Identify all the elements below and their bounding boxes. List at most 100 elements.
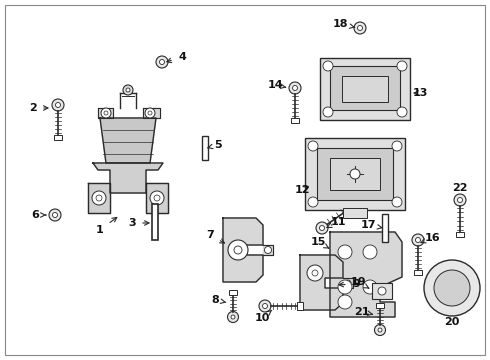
Circle shape (338, 280, 352, 294)
Circle shape (96, 195, 102, 201)
Circle shape (458, 198, 463, 202)
Circle shape (289, 82, 301, 94)
Bar (305, 138, 405, 210)
Circle shape (338, 295, 352, 309)
Circle shape (148, 111, 152, 115)
Circle shape (363, 245, 377, 259)
Text: 14: 14 (267, 80, 286, 90)
Circle shape (92, 191, 106, 205)
Text: 12: 12 (294, 185, 310, 195)
Circle shape (454, 194, 466, 206)
Text: 21: 21 (354, 307, 373, 317)
Circle shape (263, 303, 268, 309)
Circle shape (227, 311, 239, 323)
Circle shape (323, 107, 333, 117)
Circle shape (312, 270, 318, 276)
Bar (202, 136, 208, 160)
Circle shape (231, 315, 235, 319)
Circle shape (308, 141, 318, 151)
Circle shape (101, 108, 111, 118)
Text: 5: 5 (207, 140, 222, 150)
Circle shape (52, 99, 64, 111)
Bar (343, 208, 367, 218)
Text: 18: 18 (332, 19, 355, 29)
Circle shape (397, 61, 407, 71)
Bar (54, 135, 62, 140)
Text: 8: 8 (211, 295, 226, 305)
Text: 20: 20 (444, 317, 460, 327)
Circle shape (316, 222, 328, 234)
Circle shape (354, 22, 366, 34)
Polygon shape (146, 183, 168, 213)
Circle shape (392, 197, 402, 207)
Text: 6: 6 (31, 210, 46, 220)
FancyBboxPatch shape (320, 58, 410, 120)
Bar (372, 283, 392, 299)
Circle shape (350, 169, 360, 179)
Circle shape (55, 103, 60, 108)
Bar (297, 302, 303, 310)
Circle shape (145, 108, 155, 118)
Circle shape (363, 280, 377, 294)
Circle shape (319, 225, 324, 230)
Circle shape (338, 245, 352, 259)
Circle shape (416, 238, 420, 243)
Circle shape (234, 246, 242, 254)
Text: 13: 13 (412, 88, 428, 98)
Circle shape (378, 328, 382, 332)
Text: 17: 17 (360, 220, 383, 230)
Circle shape (345, 280, 351, 286)
Circle shape (228, 240, 248, 260)
Circle shape (392, 141, 402, 151)
Polygon shape (343, 278, 353, 288)
Text: 16: 16 (421, 233, 440, 243)
Bar (291, 118, 299, 123)
Circle shape (150, 191, 164, 205)
Circle shape (259, 300, 271, 312)
Text: 2: 2 (29, 103, 48, 113)
Circle shape (323, 61, 333, 71)
Text: 19: 19 (350, 277, 369, 288)
Bar (382, 214, 388, 242)
Bar (317, 148, 393, 200)
Circle shape (154, 195, 160, 201)
Bar (152, 204, 158, 240)
Text: 9: 9 (339, 279, 360, 289)
Bar (342, 76, 388, 102)
Text: 22: 22 (452, 183, 468, 193)
Polygon shape (263, 245, 273, 255)
Bar (229, 290, 237, 295)
Circle shape (126, 88, 130, 92)
Circle shape (307, 265, 323, 281)
Circle shape (156, 56, 168, 68)
Circle shape (293, 85, 297, 90)
Circle shape (52, 212, 57, 217)
Text: 1: 1 (96, 217, 117, 235)
Text: 10: 10 (254, 310, 272, 323)
Circle shape (160, 59, 165, 64)
Polygon shape (98, 108, 113, 118)
Text: 15: 15 (310, 237, 329, 248)
Circle shape (374, 324, 386, 336)
Text: 4: 4 (167, 52, 186, 63)
Polygon shape (143, 108, 160, 118)
Text: 3: 3 (128, 218, 149, 228)
Circle shape (358, 26, 363, 31)
Circle shape (104, 111, 108, 115)
Circle shape (49, 209, 61, 221)
Circle shape (434, 270, 470, 306)
Circle shape (265, 247, 271, 253)
Bar (456, 232, 464, 237)
Text: 7: 7 (206, 230, 224, 243)
Circle shape (123, 85, 133, 95)
Bar (330, 66, 400, 110)
Polygon shape (88, 183, 110, 213)
Circle shape (424, 260, 480, 316)
Polygon shape (223, 218, 263, 282)
Circle shape (308, 197, 318, 207)
Circle shape (412, 234, 424, 246)
Polygon shape (93, 163, 163, 193)
Circle shape (397, 107, 407, 117)
Bar (330, 158, 380, 190)
Bar (414, 270, 422, 275)
